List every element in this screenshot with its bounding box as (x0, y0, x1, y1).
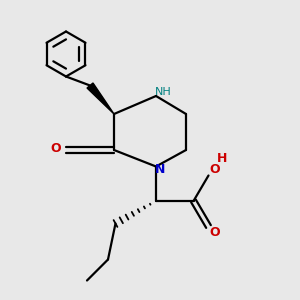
Text: N: N (155, 163, 166, 176)
Text: O: O (209, 226, 220, 239)
Polygon shape (87, 83, 114, 114)
Text: O: O (209, 163, 220, 176)
Text: NH: NH (155, 86, 172, 97)
Text: O: O (50, 142, 61, 155)
Text: H: H (217, 152, 227, 165)
